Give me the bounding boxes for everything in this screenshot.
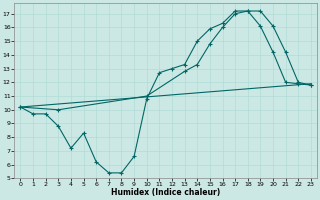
X-axis label: Humidex (Indice chaleur): Humidex (Indice chaleur) bbox=[111, 188, 220, 197]
